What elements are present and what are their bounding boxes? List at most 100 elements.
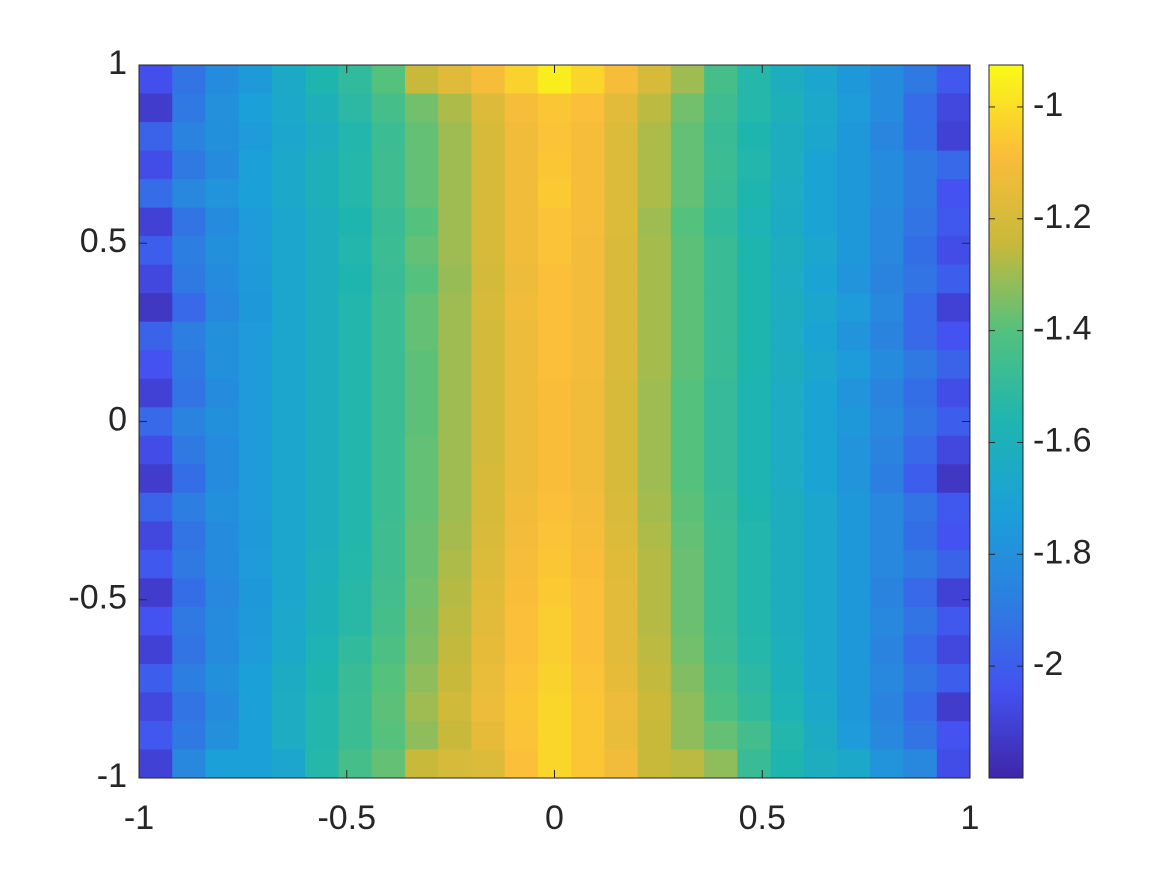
heatmap-cell bbox=[205, 407, 240, 437]
heatmap-cell bbox=[139, 122, 173, 152]
heatmap-cell bbox=[571, 492, 605, 522]
heatmap-cell bbox=[870, 549, 905, 579]
heatmap-cell bbox=[471, 293, 506, 323]
heatmap-cell bbox=[604, 407, 639, 437]
heatmap-cell bbox=[504, 93, 539, 123]
heatmap-cell bbox=[903, 720, 938, 750]
heatmap-cell bbox=[837, 122, 871, 152]
heatmap-cell bbox=[205, 65, 240, 95]
heatmap-cell bbox=[371, 378, 406, 408]
heatmap-cell bbox=[504, 606, 539, 636]
heatmap-cell bbox=[571, 378, 605, 408]
heatmap-cell bbox=[903, 663, 938, 693]
heatmap-cell bbox=[770, 207, 805, 237]
y-tick-label: 1 bbox=[108, 44, 127, 82]
heatmap-cell bbox=[837, 692, 871, 722]
heatmap-cell bbox=[471, 606, 506, 636]
heatmap-cell bbox=[172, 464, 206, 494]
heatmap-cell bbox=[704, 663, 738, 693]
heatmap-cell bbox=[837, 207, 871, 237]
heatmap-cell bbox=[903, 321, 938, 351]
heatmap-cell bbox=[172, 549, 206, 579]
heatmap-cell bbox=[903, 606, 938, 636]
heatmap-cell bbox=[637, 521, 672, 551]
heatmap-cell bbox=[172, 122, 206, 152]
heatmap-cell bbox=[271, 435, 306, 465]
heatmap-cell bbox=[172, 93, 206, 123]
heatmap-cell bbox=[571, 464, 605, 494]
heatmap-cell bbox=[704, 207, 738, 237]
heatmap-cell bbox=[238, 407, 273, 437]
heatmap-cell bbox=[172, 264, 206, 294]
heatmap-cell bbox=[271, 293, 306, 323]
heatmap-cell bbox=[471, 179, 506, 209]
heatmap-cell bbox=[537, 207, 572, 237]
heatmap-cell bbox=[504, 635, 539, 665]
heatmap-cell bbox=[670, 692, 705, 722]
heatmap-cell bbox=[172, 749, 206, 779]
heatmap-cell bbox=[571, 692, 605, 722]
heatmap-cell bbox=[936, 293, 971, 323]
heatmap-cell bbox=[537, 464, 572, 494]
heatmap-cell bbox=[172, 179, 206, 209]
heatmap-cell bbox=[936, 321, 971, 351]
heatmap-cell bbox=[438, 749, 472, 779]
heatmap-cell bbox=[471, 464, 506, 494]
heatmap-cell bbox=[770, 293, 805, 323]
heatmap-cell bbox=[837, 350, 871, 380]
heatmap-cell bbox=[637, 93, 672, 123]
heatmap-cell bbox=[571, 435, 605, 465]
heatmap-cell bbox=[504, 65, 539, 95]
heatmap-cell bbox=[903, 350, 938, 380]
heatmap-cell bbox=[338, 350, 373, 380]
heatmap-cell bbox=[770, 378, 805, 408]
heatmap-cell bbox=[504, 264, 539, 294]
heatmap-cell bbox=[438, 321, 472, 351]
heatmap-cell bbox=[770, 521, 805, 551]
heatmap-cell bbox=[238, 236, 273, 266]
heatmap-cell bbox=[371, 65, 406, 95]
heatmap-cell bbox=[205, 293, 240, 323]
heatmap-cell bbox=[504, 378, 539, 408]
heatmap-cell bbox=[571, 521, 605, 551]
heatmap-cell bbox=[537, 378, 572, 408]
heatmap-cell bbox=[737, 464, 772, 494]
heatmap-cell bbox=[271, 122, 306, 152]
heatmap-cell bbox=[271, 464, 306, 494]
heatmap-cell bbox=[936, 464, 971, 494]
heatmap-cell bbox=[571, 635, 605, 665]
heatmap-cell bbox=[704, 236, 738, 266]
heatmap-cell bbox=[903, 521, 938, 551]
heatmap-cell bbox=[205, 749, 240, 779]
heatmap-cell bbox=[537, 264, 572, 294]
heatmap-cell bbox=[404, 521, 439, 551]
heatmap-cell bbox=[803, 65, 838, 95]
heatmap-cell bbox=[438, 236, 472, 266]
heatmap-cell bbox=[205, 578, 240, 608]
heatmap-cell bbox=[404, 578, 439, 608]
heatmap-cell bbox=[438, 93, 472, 123]
heatmap-cell bbox=[205, 663, 240, 693]
heatmap-cell bbox=[637, 407, 672, 437]
heatmap-cell bbox=[770, 692, 805, 722]
heatmap-cell bbox=[770, 720, 805, 750]
heatmap-cell bbox=[803, 521, 838, 551]
heatmap-cell bbox=[371, 606, 406, 636]
heatmap-cell bbox=[338, 464, 373, 494]
heatmap-cell bbox=[238, 321, 273, 351]
heatmap-cell bbox=[903, 578, 938, 608]
heatmap-cell bbox=[903, 179, 938, 209]
heatmap-cell bbox=[504, 207, 539, 237]
heatmap-cell bbox=[139, 378, 173, 408]
heatmap-cell bbox=[271, 492, 306, 522]
heatmap-cell bbox=[870, 321, 905, 351]
heatmap-cell bbox=[504, 578, 539, 608]
heatmap-cell bbox=[637, 692, 672, 722]
heatmap-cell bbox=[471, 264, 506, 294]
heatmap-cell bbox=[837, 464, 871, 494]
heatmap-cell bbox=[172, 407, 206, 437]
heatmap-cell bbox=[471, 492, 506, 522]
heatmap-cell bbox=[404, 179, 439, 209]
heatmap-cell bbox=[770, 407, 805, 437]
heatmap-cell bbox=[670, 122, 705, 152]
